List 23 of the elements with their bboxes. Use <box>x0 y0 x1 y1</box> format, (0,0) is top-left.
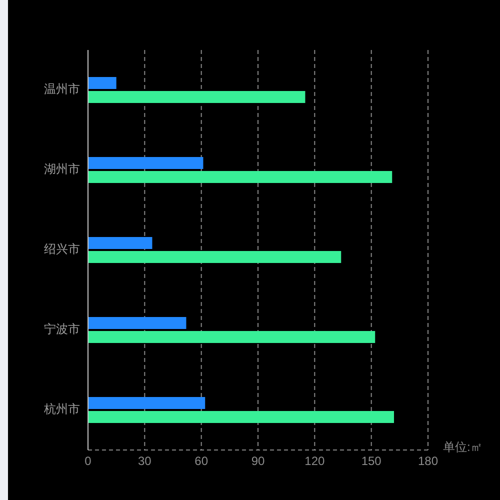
x-axis-title: 单位:㎡ <box>443 440 482 454</box>
bar <box>88 157 204 169</box>
x-tick-label: 120 <box>304 454 325 468</box>
bar <box>88 237 152 249</box>
y-tick-label: 宁波市 <box>44 322 80 336</box>
y-tick-label: 绍兴市 <box>44 242 80 256</box>
x-tick-label: 150 <box>361 454 382 468</box>
bar <box>88 317 186 329</box>
y-tick-label: 湖州市 <box>44 162 80 176</box>
bar <box>88 397 206 409</box>
bar <box>88 251 342 263</box>
bar <box>88 411 394 423</box>
y-tick-label: 杭州市 <box>43 402 80 416</box>
bar <box>88 331 376 343</box>
x-tick-label: 60 <box>194 454 208 468</box>
bar <box>88 91 306 103</box>
bar <box>88 77 116 89</box>
x-tick-label: 30 <box>138 454 152 468</box>
x-tick-label: 0 <box>84 454 92 468</box>
x-tick-label: 180 <box>418 454 438 468</box>
bar <box>88 171 392 183</box>
x-tick-label: 90 <box>251 454 265 468</box>
y-tick-label: 温州市 <box>44 82 80 96</box>
